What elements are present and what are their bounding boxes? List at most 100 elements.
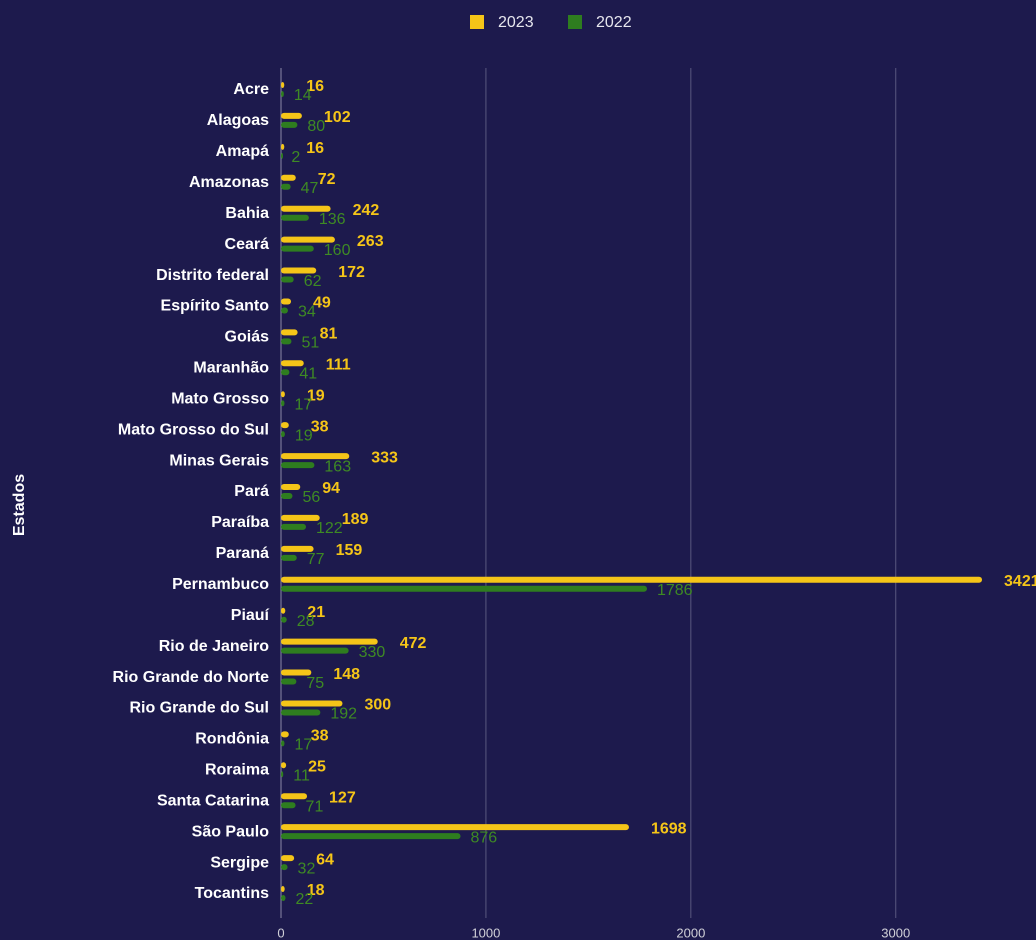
- bar: [281, 740, 285, 747]
- bar: [281, 514, 320, 521]
- y-tick-label: Mato Grosso do Sul: [118, 421, 269, 438]
- bar: [281, 360, 304, 367]
- bar: [281, 400, 285, 407]
- bar: [281, 422, 289, 429]
- value-label: 25: [308, 759, 326, 776]
- value-label: 51: [301, 335, 319, 352]
- value-label: 81: [320, 326, 338, 343]
- bar: [281, 391, 285, 398]
- bar: [281, 771, 284, 778]
- y-tick-label: Piauí: [231, 607, 270, 624]
- value-label: 11: [293, 768, 310, 785]
- bar: [281, 545, 314, 552]
- value-label: 62: [304, 273, 322, 290]
- value-label: 72: [318, 171, 336, 188]
- y-tick-label: Bahia: [225, 205, 269, 222]
- bar: [281, 638, 378, 645]
- value-label: 17: [294, 396, 312, 413]
- value-label: 21: [307, 604, 325, 621]
- value-label: 189: [342, 511, 369, 528]
- y-tick-label: Minas Gerais: [169, 452, 269, 469]
- y-tick-label: Mato Grosso: [171, 390, 269, 407]
- value-label: 333: [371, 449, 398, 466]
- value-label: 111: [326, 357, 351, 374]
- bar: [281, 307, 288, 314]
- value-label: 192: [330, 706, 357, 723]
- value-label: 47: [301, 180, 319, 197]
- y-tick-label: Amapá: [216, 143, 269, 160]
- bar: [281, 431, 285, 438]
- bar: [281, 298, 292, 305]
- value-label: 56: [302, 489, 320, 506]
- value-label: 3421: [1004, 573, 1036, 590]
- value-label: 49: [313, 295, 331, 312]
- value-label: 28: [297, 613, 315, 630]
- x-tick-label: 3000: [881, 925, 910, 940]
- value-label: 330: [359, 644, 386, 661]
- value-label: 102: [324, 109, 351, 126]
- value-label: 148: [333, 666, 360, 683]
- y-tick-label: Santa Catarina: [157, 792, 269, 809]
- value-label: 122: [316, 520, 343, 537]
- y-tick-label: Maranhão: [193, 360, 269, 377]
- value-label: 41: [299, 366, 317, 383]
- bar: [281, 576, 983, 583]
- value-label: 38: [311, 418, 329, 435]
- value-label: 159: [336, 542, 363, 559]
- value-label: 136: [319, 211, 346, 228]
- x-tick-label: 0: [277, 925, 284, 940]
- y-tick-label: Ceará: [225, 236, 270, 253]
- value-label: 172: [338, 264, 365, 281]
- value-label: 75: [306, 675, 324, 692]
- bar: [281, 484, 301, 490]
- value-label: 472: [400, 635, 427, 652]
- bar: [281, 731, 289, 738]
- y-tick-label: Espírito Santo: [161, 298, 270, 315]
- bar: [281, 864, 288, 871]
- y-axis-label: Estados: [11, 474, 28, 536]
- bar: [281, 493, 293, 499]
- bar: [281, 802, 296, 809]
- value-label: 19: [307, 387, 325, 404]
- value-label: 127: [329, 789, 356, 806]
- bar: [281, 895, 286, 901]
- bar: [281, 462, 315, 469]
- value-label: 1786: [657, 582, 693, 599]
- value-label: 64: [316, 851, 334, 868]
- value-label: 17: [294, 737, 312, 754]
- y-tick-label: São Paulo: [192, 823, 270, 840]
- bar: [281, 214, 309, 221]
- bar: [281, 338, 292, 345]
- bar: [281, 276, 294, 283]
- bar: [281, 143, 285, 150]
- bar: [281, 709, 321, 716]
- bar: [281, 82, 285, 88]
- y-tick-label: Paraná: [216, 545, 269, 562]
- value-label: 16: [306, 78, 324, 95]
- y-tick-label: Rondônia: [195, 731, 269, 748]
- bar: [281, 607, 286, 614]
- value-label: 80: [307, 118, 325, 135]
- bar: [281, 762, 287, 769]
- value-label: 163: [324, 458, 351, 475]
- value-label: 2: [291, 149, 300, 166]
- bar: [281, 152, 283, 159]
- value-label: 876: [471, 829, 498, 846]
- value-label: 14: [294, 87, 312, 104]
- bar: [281, 793, 308, 800]
- value-label: 263: [357, 233, 384, 250]
- bar: [281, 647, 349, 654]
- y-tick-label: Rio Grande do Norte: [113, 669, 270, 686]
- y-tick-label: Distrito federal: [156, 267, 269, 284]
- bar: [281, 174, 296, 181]
- y-tick-label: Alagoas: [207, 112, 269, 129]
- value-label: 242: [353, 202, 380, 219]
- x-tick-label: 2000: [676, 925, 705, 940]
- bar: [281, 91, 284, 97]
- y-tick-label: Sergipe: [210, 854, 269, 871]
- value-label: 300: [364, 697, 391, 714]
- x-tick-label: 1000: [471, 925, 500, 940]
- value-label: 94: [322, 480, 340, 497]
